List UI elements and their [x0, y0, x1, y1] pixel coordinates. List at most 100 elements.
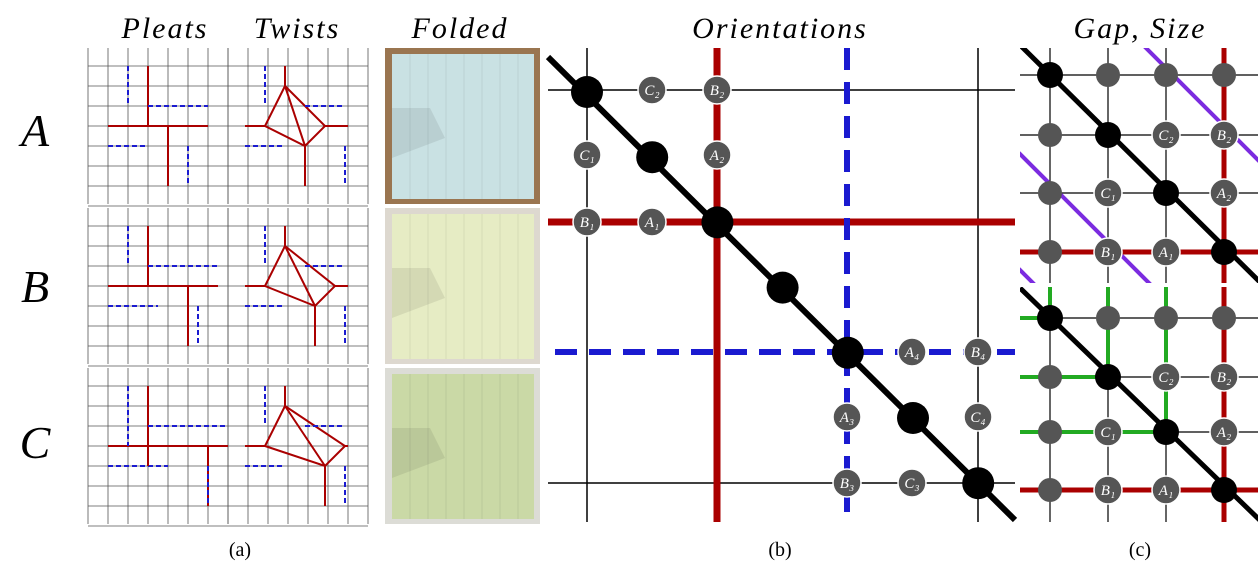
- fold-shading: [392, 268, 445, 318]
- grid-point: [1209, 120, 1239, 150]
- grid-point: [572, 207, 602, 237]
- vertex: [1037, 305, 1063, 331]
- vertex: [636, 141, 669, 174]
- point-label: C₂: [1158, 370, 1173, 386]
- grid-point: [1154, 63, 1178, 87]
- vertex: [831, 336, 864, 369]
- row-label: B: [21, 261, 49, 312]
- vertex: [701, 206, 734, 239]
- grid-point: [1038, 181, 1062, 205]
- grid-point: [1093, 237, 1123, 267]
- crease-line: [1020, 267, 1036, 283]
- panel-c-top_labels: C₂ B₂ C₁ A₂ B₁ A₁: [1020, 48, 1258, 283]
- folded-paper: [392, 54, 534, 199]
- vertex: [1037, 62, 1063, 88]
- point-label: A₄: [904, 345, 919, 361]
- row-label: A: [18, 105, 50, 156]
- point-label: A₂: [1216, 186, 1231, 202]
- grid-point: [963, 337, 993, 367]
- vertex: [1211, 477, 1237, 503]
- grid-point: [1151, 237, 1181, 267]
- caption: (c): [1129, 539, 1151, 561]
- column-title: Twists: [254, 12, 341, 45]
- vertex: [1211, 239, 1237, 265]
- fold-shading: [392, 108, 445, 158]
- panel-title: Gap, Size: [1074, 12, 1207, 45]
- panel-c-content: C₂ B₂ C₁ A₂ B₁ A₁: [1020, 48, 1258, 283]
- vertex: [1095, 364, 1121, 390]
- grid-point: [1093, 475, 1123, 505]
- point-label: B₁: [580, 215, 594, 231]
- grid-point: [1209, 362, 1239, 392]
- grid-point: [1096, 63, 1120, 87]
- grid-point: [1209, 178, 1239, 208]
- point-label: C₁: [1100, 186, 1115, 202]
- grid-point: [1096, 306, 1120, 330]
- caption: (a): [229, 539, 251, 561]
- grid-point: [1038, 123, 1062, 147]
- grid-point: [1151, 475, 1181, 505]
- grid-point: [1151, 120, 1181, 150]
- grid-point: [1212, 63, 1236, 87]
- vertex: [1153, 180, 1179, 206]
- crease-line: [1143, 48, 1258, 163]
- point-label: C₄: [970, 410, 985, 426]
- point-label: A₃: [839, 410, 854, 426]
- panel-b: C₂ B₂ C₁ A₂ B₁ A₁ A₄ B₄ A₃ C₄ B₃ C₃: [545, 48, 1018, 523]
- grid-point: [832, 468, 862, 498]
- caption: (b): [768, 539, 791, 561]
- point-label: C₁: [579, 148, 594, 164]
- grid-point: [1038, 240, 1062, 264]
- fold-shading: [392, 428, 445, 478]
- panel-c-content: C₂ B₂ C₁ A₂ B₁ A₁: [1020, 287, 1258, 522]
- point-label: A₁: [1158, 245, 1173, 261]
- grid-point: [702, 140, 732, 170]
- point-label: A₁: [644, 215, 659, 231]
- grid-point: [1151, 362, 1181, 392]
- point-label: B₂: [1217, 128, 1231, 144]
- grid-point: [1093, 417, 1123, 447]
- point-label: B₂: [1217, 370, 1231, 386]
- point-label: B₃: [840, 476, 854, 492]
- grid-point: [1038, 478, 1062, 502]
- mountain-fold: [284, 405, 326, 467]
- folded-paper: [392, 214, 534, 359]
- panel-c-bottom_labels: C₂ B₂ C₁ A₂ B₁ A₁: [1020, 287, 1258, 522]
- point-label: C₂: [1158, 128, 1173, 144]
- vertex: [766, 271, 799, 304]
- column-title: Folded: [411, 12, 509, 45]
- point-label: B₂: [710, 83, 724, 99]
- point-label: A₂: [1216, 425, 1231, 441]
- point-label: B₁: [1101, 483, 1115, 499]
- point-label: B₄: [971, 345, 985, 361]
- grid-point: [832, 402, 862, 432]
- mountain-fold: [284, 245, 316, 307]
- point-label: C₃: [904, 476, 919, 492]
- mountain-fold: [284, 85, 306, 147]
- vertex: [1153, 419, 1179, 445]
- vertex: [897, 402, 929, 434]
- point-label: C₂: [644, 83, 659, 99]
- grid-point: [963, 402, 993, 432]
- vertex: [571, 76, 603, 108]
- point-label: A₁: [1158, 483, 1173, 499]
- vertex: [1095, 122, 1121, 148]
- point-label: A₂: [709, 148, 724, 164]
- grid-point: [637, 75, 667, 105]
- column-title: Pleats: [121, 12, 209, 45]
- grid-point: [702, 75, 732, 105]
- folded-paper: [392, 374, 534, 519]
- grid-point: [1154, 306, 1178, 330]
- grid-point: [637, 207, 667, 237]
- row-label: C: [20, 417, 52, 468]
- grid-point: [1038, 420, 1062, 444]
- grid-point: [897, 337, 927, 367]
- panel-title: Orientations: [692, 12, 868, 45]
- grid-point: [1209, 417, 1239, 447]
- grid-point: [897, 468, 927, 498]
- panel-a-grids: [87, 48, 540, 527]
- grid-point: [1212, 306, 1236, 330]
- grid-point: [572, 140, 602, 170]
- grid-point: [1093, 178, 1123, 208]
